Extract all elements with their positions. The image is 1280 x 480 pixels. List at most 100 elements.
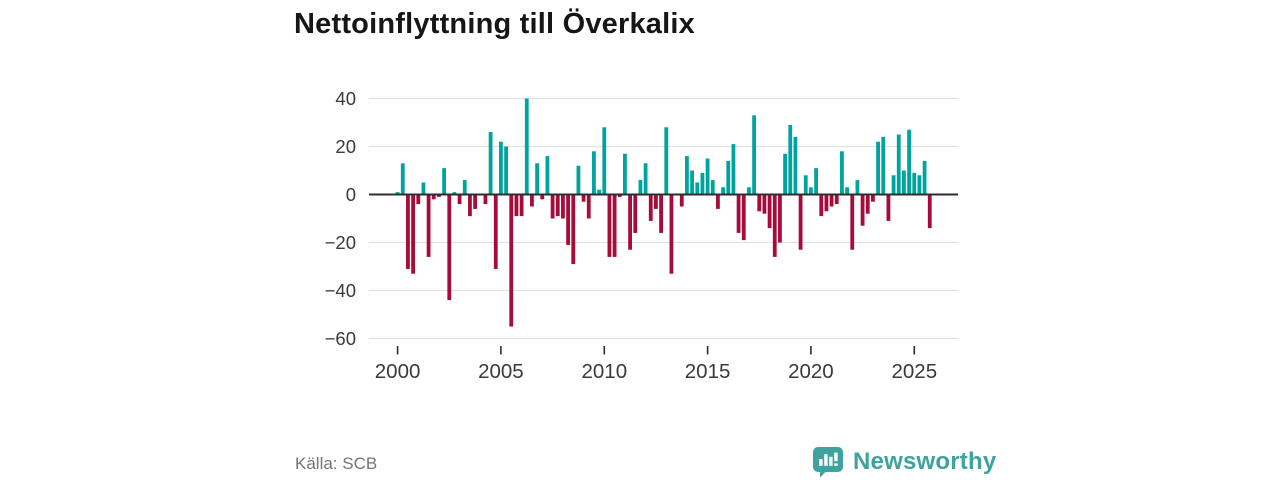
x-axis-label: 2005 <box>478 360 524 383</box>
bar <box>535 163 539 195</box>
y-axis-label: −20 <box>325 232 356 253</box>
bar <box>850 194 855 250</box>
bar <box>716 194 720 209</box>
source-note: Källa: SCB <box>295 454 378 473</box>
bar <box>865 194 870 214</box>
bar <box>447 194 452 301</box>
bar <box>633 194 638 233</box>
bar <box>710 180 715 195</box>
bar <box>411 194 415 274</box>
newsworthy-logo: Newsworthy <box>812 445 996 479</box>
bar <box>426 194 431 257</box>
bar <box>400 163 405 195</box>
bar <box>860 194 865 226</box>
bar <box>891 175 896 195</box>
x-axis-label: 2020 <box>788 360 834 383</box>
bar <box>783 153 787 195</box>
bar <box>814 168 818 195</box>
y-axis-label: 0 <box>346 184 356 205</box>
bar <box>586 194 591 219</box>
y-axis-label: −60 <box>325 328 356 349</box>
bar <box>881 136 886 195</box>
bar <box>623 153 627 195</box>
bar <box>731 144 736 195</box>
bar <box>912 172 917 195</box>
bar <box>803 175 808 195</box>
bar <box>628 194 632 250</box>
bar <box>809 187 813 195</box>
bar <box>550 194 555 219</box>
bar <box>871 194 875 202</box>
bar <box>483 194 488 205</box>
bar <box>416 194 421 205</box>
bar <box>607 194 612 257</box>
bar <box>473 194 477 209</box>
bar <box>597 189 601 195</box>
bar <box>778 194 782 243</box>
bar <box>829 194 834 207</box>
bar <box>421 182 426 195</box>
y-axis-label: −40 <box>325 280 356 301</box>
bar <box>530 194 534 207</box>
bar <box>561 194 565 219</box>
bar <box>555 194 560 217</box>
bar <box>741 194 746 241</box>
bar <box>612 194 617 257</box>
bar <box>772 194 777 257</box>
bar <box>602 127 607 195</box>
bar <box>922 160 927 195</box>
bar <box>571 194 576 265</box>
bar <box>690 170 694 195</box>
bar <box>576 165 581 195</box>
bar <box>705 158 710 195</box>
bar <box>488 132 493 195</box>
bar <box>700 172 705 195</box>
y-axis-label: 20 <box>335 136 356 157</box>
bar <box>798 194 803 250</box>
bar <box>654 194 658 209</box>
bar <box>566 194 570 245</box>
bar <box>499 141 503 195</box>
bar <box>442 168 446 195</box>
bar <box>757 194 762 212</box>
bar <box>767 194 772 229</box>
x-axis-label: 2015 <box>685 360 731 383</box>
bar <box>726 160 731 195</box>
bar <box>437 194 441 197</box>
bar <box>819 194 824 217</box>
y-axis-label: 40 <box>335 88 356 109</box>
bar <box>514 194 519 217</box>
bar <box>721 187 725 195</box>
bar <box>468 194 472 217</box>
bar <box>617 194 622 197</box>
bar <box>907 129 911 195</box>
bar <box>855 180 860 195</box>
bar <box>643 163 648 195</box>
bar <box>840 151 844 195</box>
bar <box>736 194 741 233</box>
bar <box>664 127 669 195</box>
bar <box>504 146 508 195</box>
bar <box>834 194 839 205</box>
bar <box>685 156 689 195</box>
bar <box>762 194 767 214</box>
bar <box>452 192 457 195</box>
bar <box>431 194 436 200</box>
x-axis-label: 2000 <box>375 360 421 383</box>
bar <box>540 194 545 200</box>
bar <box>406 194 410 269</box>
bar <box>395 192 400 195</box>
bar <box>457 194 462 205</box>
bar <box>679 194 684 207</box>
brand-name: Newsworthy <box>853 448 997 475</box>
bar <box>519 194 524 217</box>
bar <box>788 124 793 195</box>
bar <box>886 194 891 221</box>
x-axis-label: 2025 <box>891 360 937 383</box>
bar <box>524 98 529 195</box>
page-title: Nettoinflyttning till Överkalix <box>294 8 695 40</box>
bar <box>493 194 498 269</box>
bar <box>747 187 751 195</box>
bar <box>793 136 798 195</box>
